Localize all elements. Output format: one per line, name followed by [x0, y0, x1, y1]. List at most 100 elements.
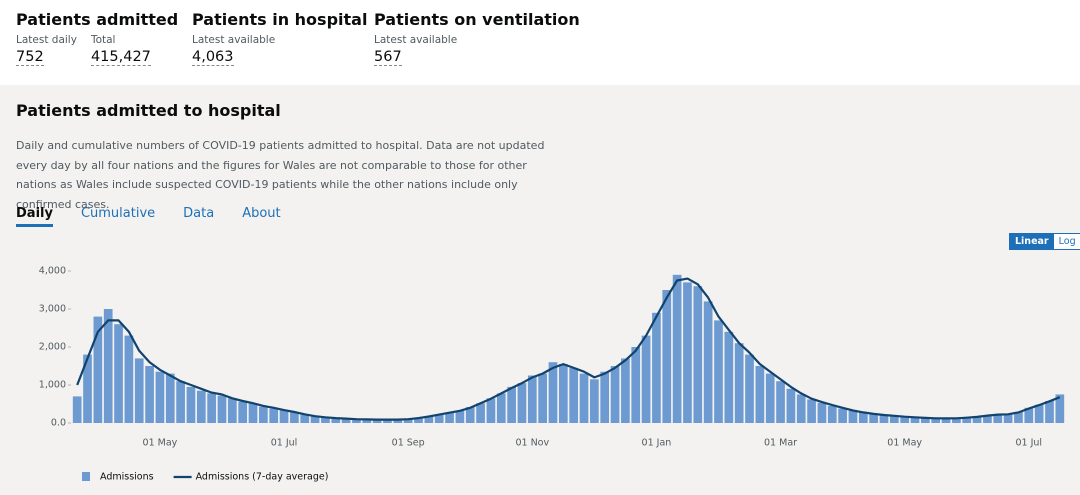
- bar: [372, 419, 382, 423]
- bar: [217, 395, 227, 423]
- bar: [465, 407, 475, 423]
- bar: [424, 416, 434, 423]
- bar: [558, 364, 568, 423]
- tab[interactable]: Cumulative: [80, 206, 156, 221]
- y-tick-label: 3,000: [39, 304, 66, 315]
- bar: [827, 405, 837, 423]
- bar: [952, 418, 961, 423]
- bar: [1055, 394, 1065, 423]
- bar: [134, 358, 144, 423]
- metric-item: Latest available 567: [374, 34, 457, 66]
- scale-option[interactable]: Linear: [1010, 234, 1054, 249]
- y-tick-label: 2,000: [39, 342, 66, 353]
- bar: [889, 415, 899, 423]
- bar: [507, 386, 516, 423]
- bar: [538, 373, 547, 423]
- bar: [983, 415, 992, 423]
- metric-items: Latest available 567: [374, 34, 580, 66]
- legend-label: Admissions: [100, 472, 154, 483]
- tab[interactable]: Daily: [16, 206, 53, 227]
- bar: [83, 354, 92, 423]
- bar: [734, 343, 744, 423]
- bar: [393, 419, 403, 423]
- y-tick-label: 1,000: [39, 380, 66, 391]
- y-tick-label: 0.0: [51, 418, 66, 429]
- bar: [631, 347, 641, 423]
- bar: [921, 418, 930, 423]
- bar: [269, 408, 279, 423]
- metric-item: Latest available 4,063: [192, 34, 275, 66]
- bar: [786, 388, 796, 423]
- bar: [838, 408, 847, 423]
- tabs: Daily Cumulative Data About: [16, 206, 281, 227]
- metric-label: Total: [90, 34, 116, 46]
- bar: [414, 417, 423, 423]
- metric-value[interactable]: 567: [374, 49, 402, 66]
- bar: [124, 335, 134, 423]
- bar: [434, 414, 444, 423]
- bar: [807, 399, 816, 423]
- tab[interactable]: Data: [183, 206, 215, 221]
- bar: [765, 373, 775, 423]
- metric-title: Patients in hospital: [192, 10, 368, 29]
- bar: [817, 402, 827, 423]
- bar: [993, 414, 1003, 423]
- bar: [672, 274, 682, 423]
- metric-title: Patients on ventilation: [374, 10, 580, 29]
- bar: [693, 286, 703, 423]
- card-description: Daily and cumulative numbers of COVID-19…: [16, 139, 545, 211]
- bar: [652, 312, 661, 423]
- bar: [155, 371, 165, 423]
- bar: [569, 367, 579, 423]
- bar: [641, 335, 651, 423]
- bar: [610, 366, 620, 423]
- bar: [93, 316, 103, 423]
- bar: [1024, 407, 1034, 423]
- bar: [590, 379, 599, 423]
- tab[interactable]: About: [242, 206, 281, 221]
- bar: [300, 414, 310, 423]
- x-tick-label: 01 Nov: [515, 438, 549, 449]
- metric-value[interactable]: 4,063: [192, 49, 234, 66]
- bar: [290, 412, 299, 423]
- scale-toggle: Linear Log: [1009, 233, 1080, 250]
- bar: [1003, 414, 1013, 423]
- bar: [207, 393, 216, 423]
- metric: Patients admitted Latest daily 752 Total 415…: [16, 10, 178, 66]
- bar: [227, 398, 237, 423]
- metric-label: Latest daily: [16, 34, 77, 46]
- bar: [858, 412, 868, 423]
- x-tick-label: 01 May: [143, 438, 178, 449]
- bar: [310, 416, 320, 423]
- bar: [703, 301, 713, 423]
- metric-value[interactable]: 415,427: [90, 49, 151, 66]
- card-title: Patients admitted to hospital: [16, 101, 281, 120]
- bar: [879, 415, 889, 423]
- bar: [848, 410, 858, 423]
- bar: [72, 396, 82, 423]
- bar: [455, 410, 465, 423]
- bar: [662, 290, 672, 423]
- metric-title: Patients admitted: [16, 10, 179, 29]
- metric: Patients on ventilation Latest available 5…: [374, 10, 580, 66]
- bar: [248, 403, 258, 423]
- card: Patients admitted to hospital Daily and …: [0, 85, 1080, 495]
- metric-items: Latest available 4,063: [192, 34, 367, 66]
- metric-label: Latest available: [374, 34, 458, 46]
- bar: [776, 381, 785, 423]
- bar: [186, 386, 196, 423]
- metric-value[interactable]: 752: [16, 49, 44, 66]
- bar: [869, 413, 878, 423]
- bar: [103, 309, 113, 423]
- bar: [279, 410, 289, 423]
- bar: [724, 331, 734, 423]
- scale-option[interactable]: Log: [1053, 234, 1080, 249]
- legend-swatch: [82, 472, 90, 481]
- bar: [238, 401, 248, 423]
- bar: [910, 417, 920, 423]
- x-tick-label: 01 May: [887, 438, 922, 449]
- bar: [145, 366, 154, 423]
- bar: [445, 412, 454, 423]
- bar: [972, 416, 982, 423]
